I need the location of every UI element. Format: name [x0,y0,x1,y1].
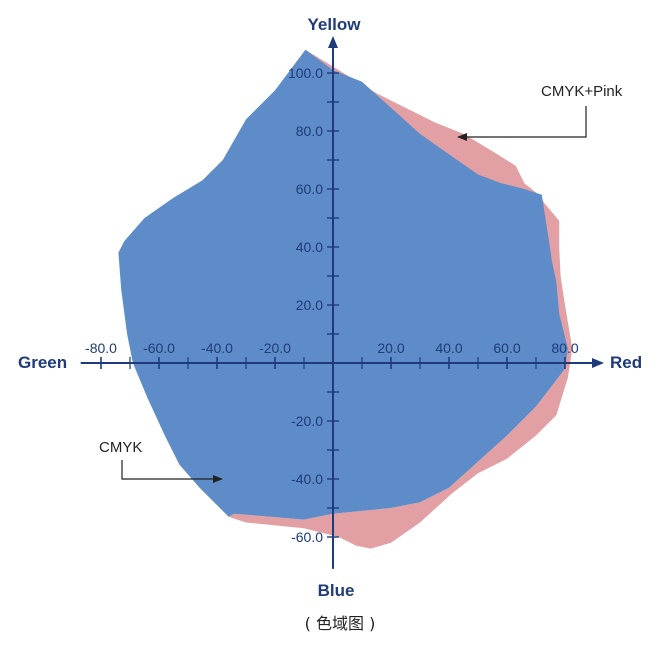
x-tick-label: -60.0 [143,340,175,356]
y-tick-label: 20.0 [296,297,323,313]
y-tick-label: -60.0 [291,529,323,545]
y-tick-label: 100.0 [288,65,323,81]
x-tick-label: -20.0 [259,340,291,356]
y-tick-label: 40.0 [296,239,323,255]
y-tick-label: -20.0 [291,413,323,429]
series-cmyk-pink-area [228,49,573,549]
x-tick-label: 40.0 [435,340,462,356]
x-tick-label: 80.0 [551,340,578,356]
annotation-cmyk-pink: CMYK+Pink [541,83,623,100]
x-tick-label: 20.0 [377,340,404,356]
axis-ticks [100,72,566,538]
y-tick-label: 80.0 [296,123,323,139]
annotation-cmyk: CMYK [99,439,142,456]
axis-title-blue: Blue [318,581,355,600]
annotation-cmyk-pink-arrow [457,106,587,141]
annotation-cmyk-arrow [121,460,223,483]
axis-title-red: Red [610,353,642,372]
axis-title-yellow: Yellow [308,15,362,34]
x-tick-label: -80.0 [85,340,117,356]
chart-caption: ( 色域图 ) [305,614,376,633]
axis-title-green: Green [18,353,67,372]
x-tick-label: -40.0 [201,340,233,356]
y-tick-label: 60.0 [296,181,323,197]
axis-tick-labels: -80.0 -60.0 -40.0 -20.0 20.0 40.0 60.0 80.0 100.… [85,65,579,545]
y-tick-label: -40.0 [291,471,323,487]
series-cmyk-area [118,49,568,520]
x-tick-label: 60.0 [493,340,520,356]
